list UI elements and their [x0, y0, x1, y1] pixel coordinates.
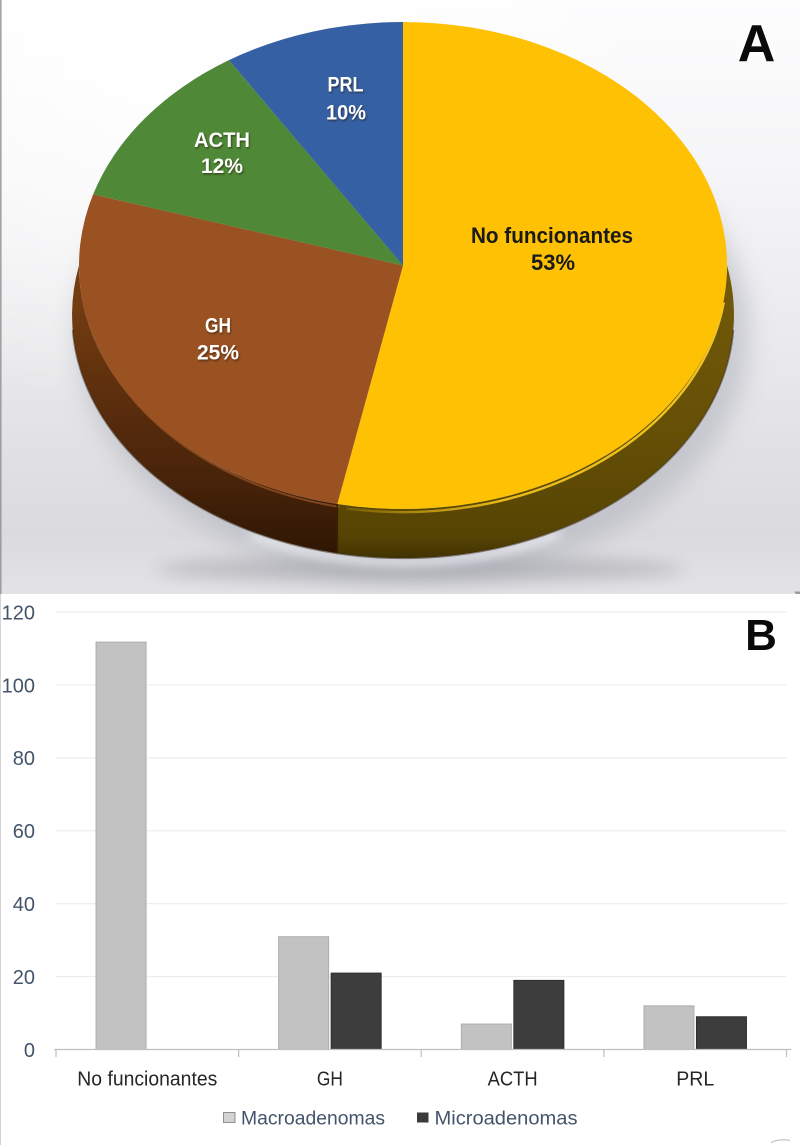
svg-text:60: 60: [13, 821, 35, 843]
svg-text:80: 80: [13, 748, 35, 770]
svg-text:No funcionantes: No funcionantes: [77, 1069, 217, 1091]
svg-text:53%: 53%: [531, 250, 575, 275]
svg-text:0: 0: [24, 1040, 35, 1062]
svg-text:20: 20: [13, 967, 35, 989]
svg-text:Microadenomas: Microadenomas: [435, 1108, 578, 1129]
svg-text:PRL: PRL: [328, 74, 364, 97]
svg-text:ACTH: ACTH: [488, 1069, 538, 1091]
svg-text:100: 100: [2, 675, 35, 697]
svg-text:No funcionantes: No funcionantes: [471, 223, 633, 248]
svg-text:ACTH: ACTH: [194, 129, 250, 152]
svg-text:GH: GH: [205, 315, 231, 338]
svg-text:A: A: [738, 15, 776, 73]
svg-text:40: 40: [13, 894, 35, 916]
svg-text:B: B: [745, 611, 777, 660]
svg-text:120: 120: [2, 602, 35, 624]
svg-text:GH: GH: [317, 1069, 343, 1091]
svg-text:Macroadenomas: Macroadenomas: [241, 1108, 385, 1129]
svg-text:12%: 12%: [201, 155, 243, 178]
svg-text:25%: 25%: [197, 342, 239, 365]
svg-text:10%: 10%: [326, 102, 366, 125]
svg-text:PRL: PRL: [676, 1069, 714, 1091]
